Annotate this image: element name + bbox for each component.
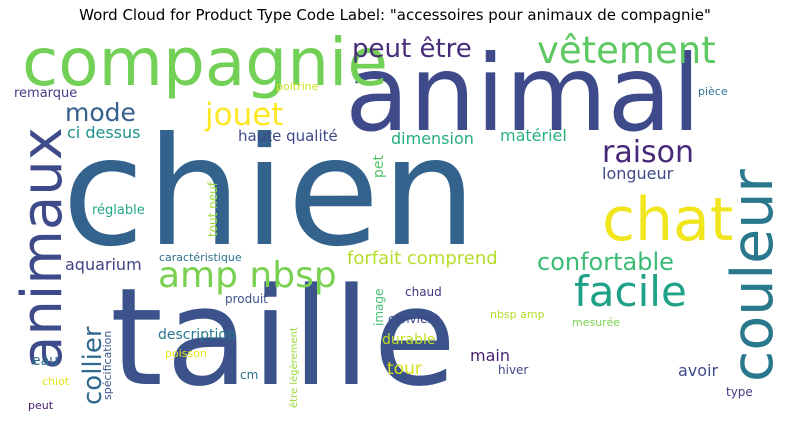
word-peut-etre: peut être bbox=[352, 34, 472, 64]
word-etre-legerement: être légèrement bbox=[289, 327, 300, 408]
word-cloud: chien taille animal compagnie animaux co… bbox=[10, 30, 780, 420]
word-tour: tour bbox=[387, 359, 422, 379]
word-eau: eau bbox=[32, 353, 59, 369]
word-chat: chat bbox=[602, 185, 734, 255]
chart-title: Word Cloud for Product Type Code Label: … bbox=[79, 6, 711, 24]
word-cm: cm bbox=[240, 368, 259, 382]
word-mode: mode bbox=[65, 98, 136, 127]
word-poitrine: poitrine bbox=[276, 80, 319, 93]
word-ci-dessus: ci dessus bbox=[67, 123, 141, 142]
word-animal: animal bbox=[345, 33, 701, 155]
word-facile: facile bbox=[574, 267, 687, 316]
word-raison: raison bbox=[602, 135, 695, 170]
word-specification: spécification bbox=[101, 330, 114, 400]
word-piece: pièce bbox=[698, 85, 728, 98]
word-chaud: chaud bbox=[405, 285, 442, 299]
word-longueur: longueur bbox=[602, 164, 674, 183]
word-aquarium: aquarium bbox=[65, 255, 142, 274]
word-pet: pet bbox=[371, 155, 387, 178]
word-avoir: avoir bbox=[678, 361, 719, 380]
word-tout-neuf: tout neuf bbox=[206, 182, 220, 237]
word-chiot: chiot bbox=[42, 375, 70, 388]
word-compagnie: compagnie bbox=[22, 30, 388, 101]
word-remarque: remarque bbox=[14, 86, 78, 101]
word-caracteristique: caractéristique bbox=[159, 251, 242, 264]
word-dimension: dimension bbox=[391, 129, 474, 148]
word-image: image bbox=[372, 288, 386, 326]
word-description: description bbox=[158, 327, 236, 343]
word-haute-qualite: haute qualité bbox=[238, 127, 338, 145]
word-produit: produit bbox=[225, 292, 268, 306]
word-convient: convient bbox=[388, 312, 440, 326]
word-animaux: animaux bbox=[10, 127, 75, 370]
word-taille: taille bbox=[110, 259, 460, 416]
word-peut: peut bbox=[28, 399, 54, 412]
word-forfait-comprend: forfait comprend bbox=[347, 248, 498, 269]
word-poisson: poisson bbox=[165, 347, 207, 360]
word-durable: durable bbox=[382, 332, 436, 348]
word-main: main bbox=[470, 346, 510, 365]
word-confortable: confortable bbox=[537, 248, 674, 276]
word-nbsp-amp: nbsp amp bbox=[490, 308, 545, 321]
word-mesuree: mesurée bbox=[572, 316, 621, 329]
word-hiver: hiver bbox=[498, 363, 529, 377]
word-type: type bbox=[726, 385, 753, 399]
word-chien: chien bbox=[62, 106, 479, 280]
word-amp-nbsp: amp nbsp bbox=[158, 255, 337, 296]
word-reglable: réglable bbox=[92, 203, 145, 218]
word-jouet: jouet bbox=[205, 97, 284, 133]
word-materiel: matériel bbox=[500, 126, 567, 145]
word-vetement: vêtement bbox=[537, 30, 716, 72]
